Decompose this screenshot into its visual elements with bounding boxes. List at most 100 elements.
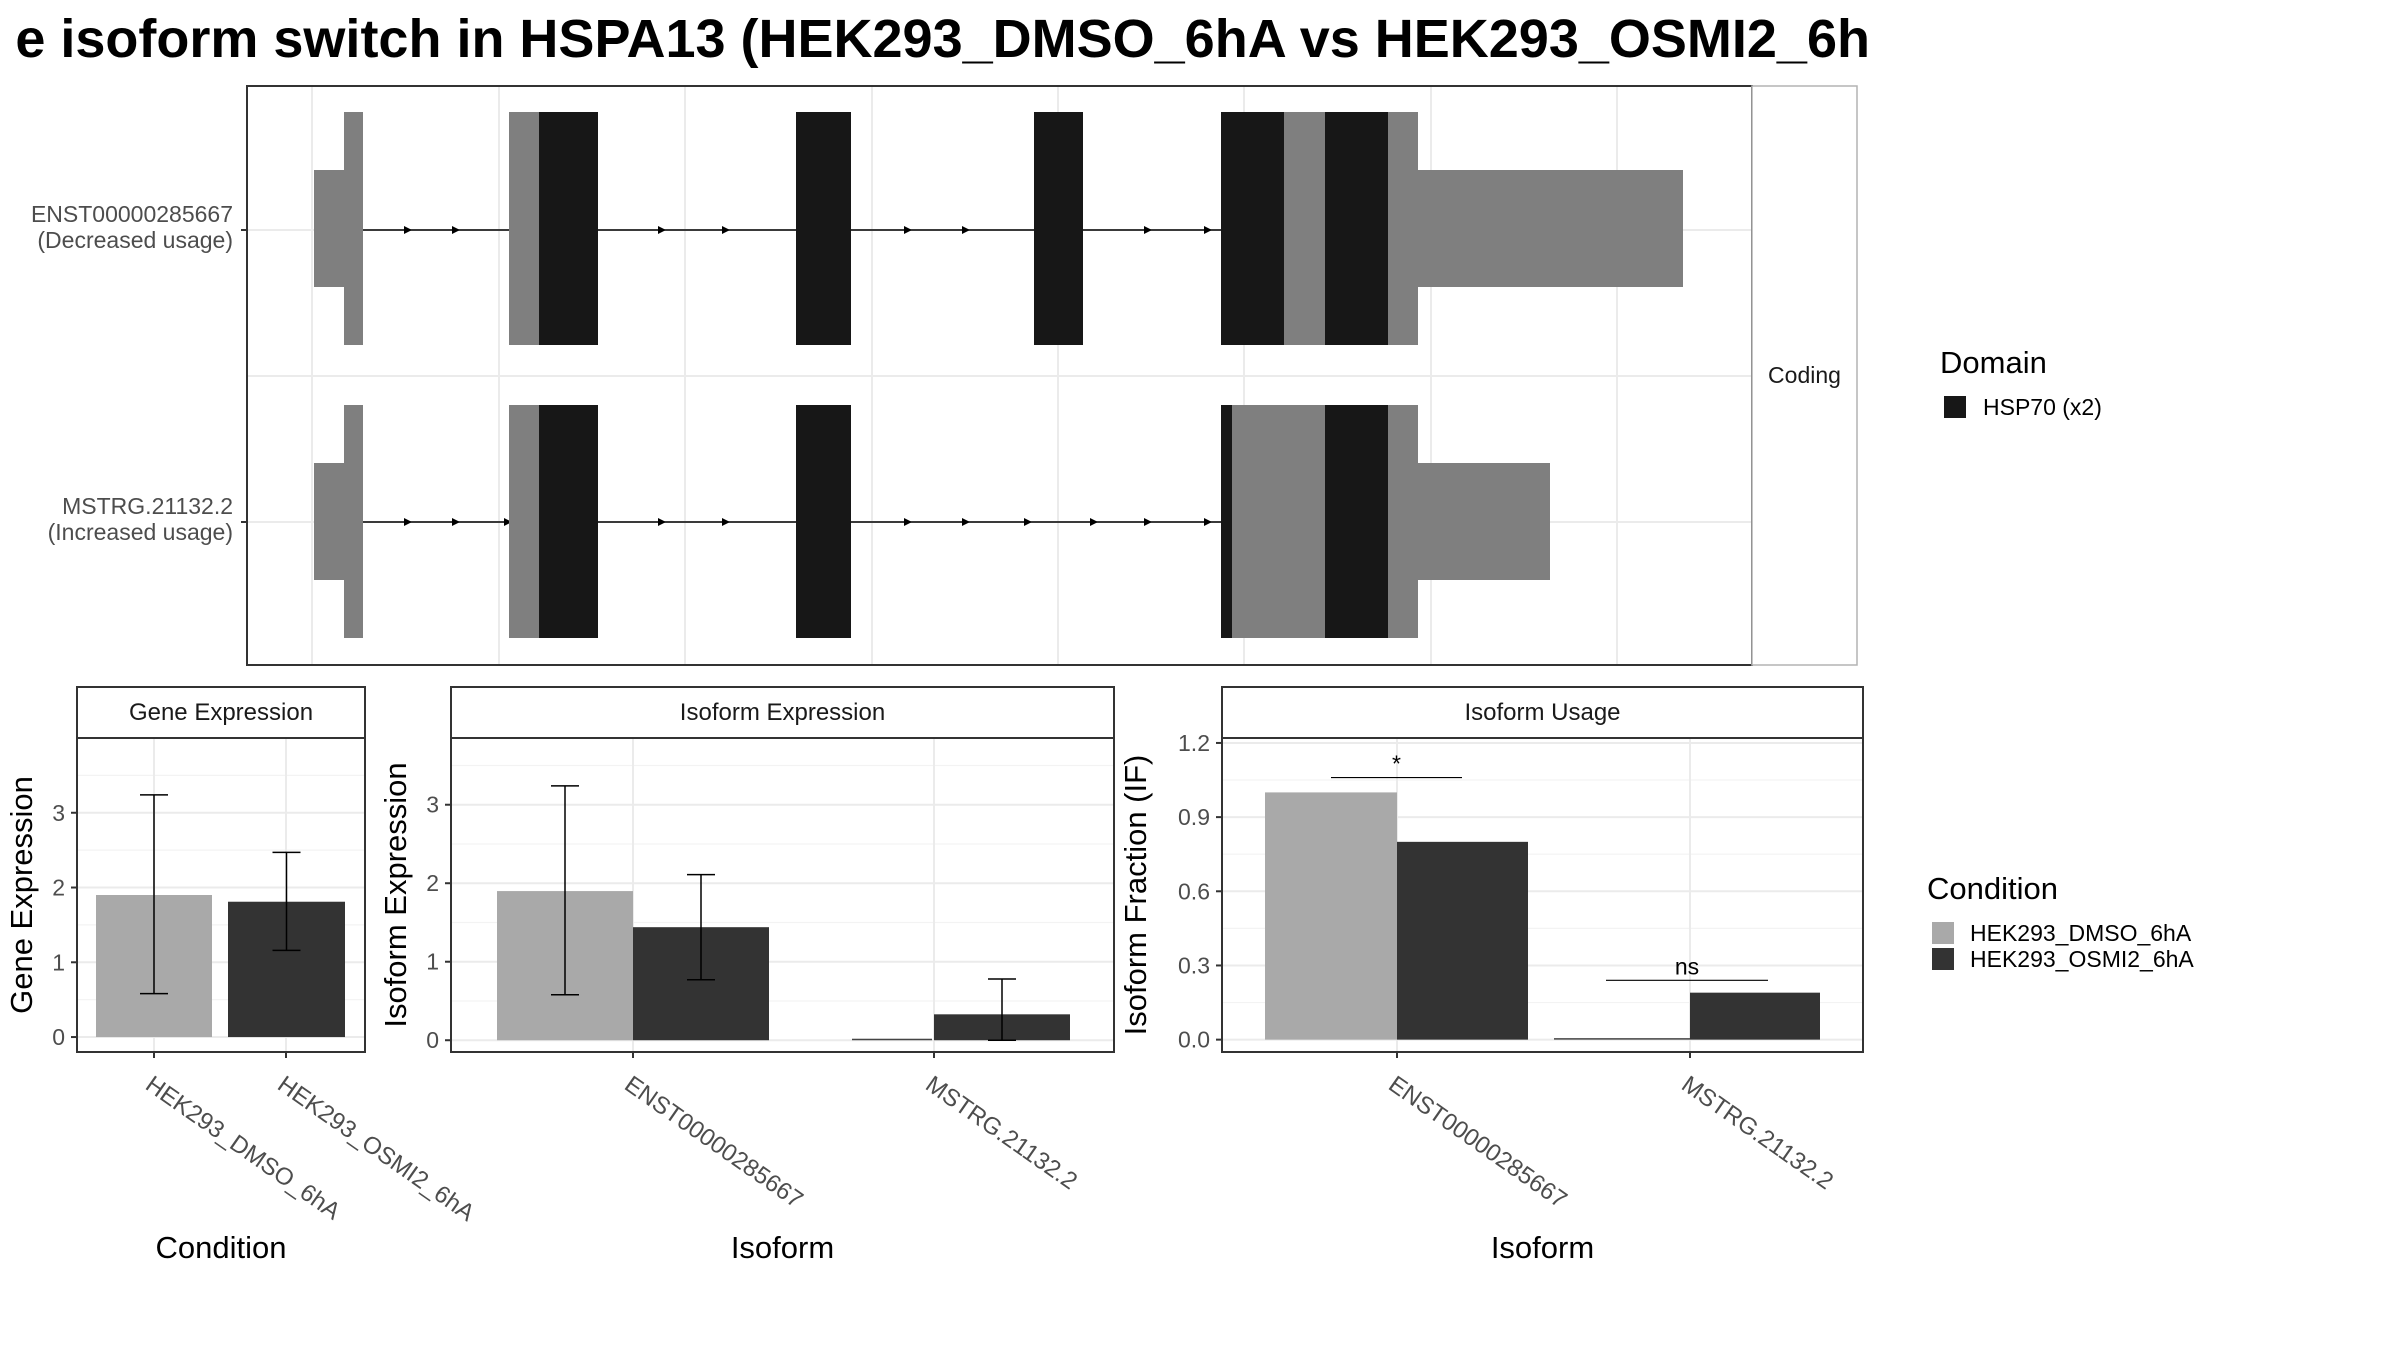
- transcript-panel: Coding ENST00000285667(Decreased usage) MS…: [31, 85, 1858, 666]
- condition-legend-label: HEK293_DMSO_6hA: [1970, 920, 2192, 946]
- condition-legend-title: Condition: [1927, 871, 2058, 906]
- y-axis-title: Isoform Fraction (IF): [1118, 755, 1153, 1036]
- exon-noncoding: [509, 405, 539, 638]
- intron-direction-arrow: [1144, 518, 1152, 526]
- y-tick-label: 1.2: [1178, 730, 1210, 756]
- intron-direction-arrow: [1144, 226, 1152, 234]
- bar-ENST00000285667-HEK293_DMSO_6hA: [1265, 792, 1397, 1040]
- bar-ENST00000285667-HEK293_OSMI2_6hA: [1397, 841, 1528, 1040]
- exon-noncoding: [1284, 112, 1325, 345]
- exon-noncoding: [1388, 405, 1418, 638]
- domain-legend-key: [1944, 396, 1966, 418]
- exon-hsp70-domain: [1034, 112, 1083, 345]
- transcript-usage-label: (Increased usage): [48, 519, 233, 545]
- y-tick-label: 0: [426, 1027, 439, 1053]
- intron-direction-arrow: [1090, 518, 1098, 526]
- exon-noncoding: [1418, 170, 1683, 287]
- transcript-isoform-2: [314, 405, 1550, 638]
- exon-noncoding: [344, 112, 363, 345]
- transcript-id-label: MSTRG.21132.2: [62, 493, 233, 519]
- y-tick-label: 1: [426, 949, 439, 975]
- bar-MSTRG.21132.2-HEK293_DMSO_6hA: [852, 1038, 932, 1041]
- facet-strip-label: Coding: [1768, 362, 1841, 388]
- panel-strip-label: Gene Expression: [129, 699, 313, 726]
- plot-title: e isoform switch in HSPA13 (HEK293_DMSO_…: [15, 9, 1870, 69]
- panel-strip-label: Isoform Expression: [680, 699, 885, 726]
- intron-direction-arrow: [904, 226, 912, 234]
- plot-title-container: e isoform switch in HSPA13 (HEK293_DMSO_…: [0, 0, 1870, 80]
- intron-direction-arrow: [658, 518, 666, 526]
- significance-label: *: [1392, 751, 1401, 777]
- intron-direction-arrow: [722, 518, 730, 526]
- chart-panel-2: Isoform Expression 0 1 2 3 ENST00000285667 MST…: [378, 686, 1115, 1265]
- x-tick-label: ENST00000285667: [620, 1071, 808, 1214]
- exon-noncoding: [1232, 405, 1325, 638]
- y-axis-title: Gene Expression: [4, 776, 39, 1014]
- bar-MSTRG.21132.2-HEK293_DMSO_6hA: [1554, 1038, 1690, 1040]
- exon-noncoding: [1418, 463, 1550, 580]
- condition-legend-key: [1932, 948, 1954, 970]
- exon-hsp70-domain: [1221, 405, 1232, 638]
- y-tick-label: 0.9: [1178, 804, 1210, 830]
- y-tick-label: 0.3: [1178, 952, 1210, 978]
- facet-strip-coding: [1751, 85, 1858, 666]
- y-tick-label: 3: [426, 792, 439, 818]
- intron-direction-arrow: [1024, 518, 1032, 526]
- exon-noncoding: [509, 112, 539, 345]
- transcript-usage-label: (Decreased usage): [37, 227, 233, 253]
- exon-hsp70-domain: [796, 112, 851, 345]
- panel-strip: [1221, 686, 1864, 739]
- exon-noncoding: [344, 405, 363, 638]
- x-axis-title: Isoform: [731, 1230, 834, 1265]
- exon-noncoding: [1388, 112, 1418, 345]
- y-tick-label: 0: [52, 1024, 65, 1050]
- significance-label: ns: [1675, 953, 1699, 979]
- x-axis-title: Condition: [156, 1230, 287, 1265]
- domain-legend-title: Domain: [1940, 345, 2047, 380]
- x-axis-title: Isoform: [1491, 1230, 1594, 1265]
- intron-direction-arrow: [504, 518, 512, 526]
- exon-noncoding: [314, 170, 344, 287]
- y-axis-title: Isoform Expression: [378, 762, 413, 1027]
- exon-hsp70-domain: [796, 405, 851, 638]
- exon-hsp70-domain: [1221, 112, 1284, 345]
- intron-direction-arrow: [904, 518, 912, 526]
- intron-direction-arrow: [452, 518, 460, 526]
- exon-hsp70-domain: [1325, 112, 1388, 345]
- x-tick-label: MSTRG.21132.2: [921, 1071, 1083, 1195]
- y-tick-label: 1: [52, 949, 65, 975]
- y-tick-label: 0.0: [1178, 1027, 1210, 1053]
- exon-hsp70-domain: [539, 112, 598, 345]
- y-tick-label: 2: [52, 875, 65, 901]
- domain-legend-label: HSP70 (x2): [1983, 394, 2102, 420]
- exon-hsp70-domain: [1325, 405, 1388, 638]
- panel-strip-label: Isoform Usage: [1464, 699, 1620, 726]
- condition-legend-key: [1932, 922, 1954, 944]
- intron-direction-arrow: [404, 226, 412, 234]
- intron-direction-arrow: [658, 226, 666, 234]
- bar-MSTRG.21132.2-HEK293_OSMI2_6hA: [1690, 992, 1820, 1040]
- panel-strip: [76, 686, 366, 739]
- y-tick-label: 2: [426, 870, 439, 896]
- x-tick-label: ENST00000285667: [1384, 1071, 1572, 1214]
- transcript-isoform-1: [314, 112, 1683, 345]
- exon-hsp70-domain: [539, 405, 598, 638]
- panel-strip: [450, 686, 1115, 739]
- y-tick-label: 0.6: [1178, 878, 1210, 904]
- domain-legend: Domain HSP70 (x2): [1940, 345, 2102, 420]
- condition-legend-label: HEK293_OSMI2_6hA: [1970, 946, 2194, 972]
- exon-noncoding: [314, 463, 344, 580]
- chart-panel-1: Gene Expression0123HEK293_DMSO_6hAHEK293…: [4, 686, 479, 1265]
- intron-direction-arrow: [962, 226, 970, 234]
- chart-panel-3: * ns Isoform Usage 0.0 0.3 0.6 0.9 1.2 ENST00000…: [1118, 686, 1864, 1265]
- intron-direction-arrow: [404, 518, 412, 526]
- intron-direction-arrow: [1204, 226, 1212, 234]
- intron-direction-arrow: [1204, 518, 1212, 526]
- intron-direction-arrow: [452, 226, 460, 234]
- x-tick-label: MSTRG.21132.2: [1677, 1071, 1839, 1195]
- intron-direction-arrow: [722, 226, 730, 234]
- transcript-id-label: ENST00000285667: [31, 201, 233, 227]
